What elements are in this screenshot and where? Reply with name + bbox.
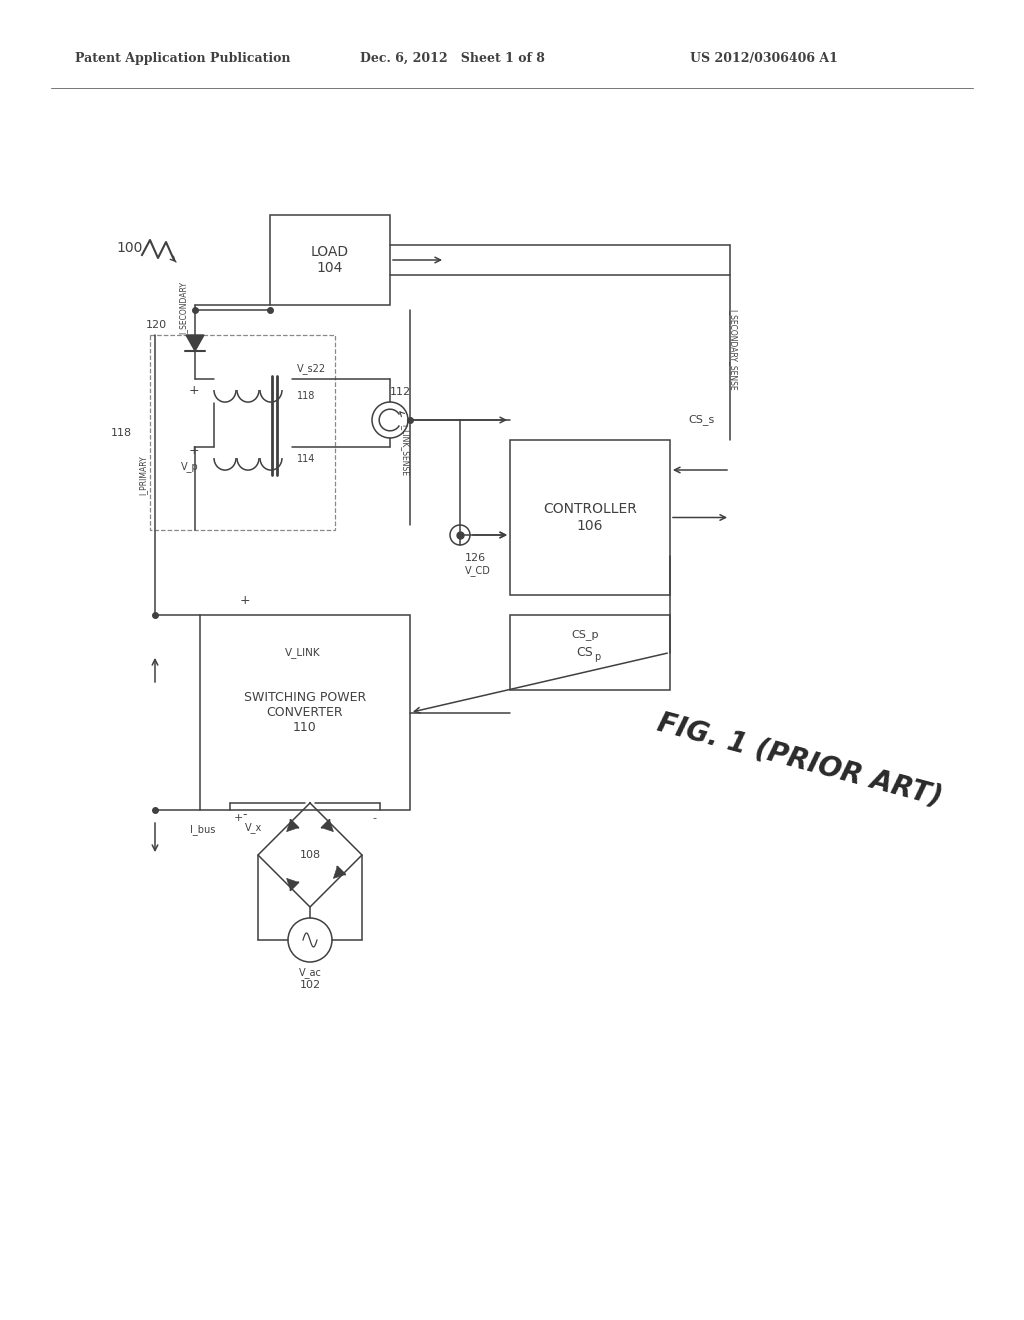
Text: 118: 118 — [297, 391, 315, 401]
Text: LOAD
104: LOAD 104 — [311, 246, 349, 275]
Text: V_s22: V_s22 — [297, 363, 326, 374]
Text: +: + — [188, 445, 199, 458]
Text: I_PRIMARY: I_PRIMARY — [138, 455, 147, 495]
Text: +: + — [240, 594, 250, 606]
Text: V_CD: V_CD — [465, 565, 490, 576]
Text: CS_p: CS_p — [571, 630, 599, 640]
Text: -: - — [243, 808, 247, 821]
Text: +: + — [188, 384, 199, 397]
Text: V_ac: V_ac — [299, 968, 322, 978]
Text: US 2012/0306406 A1: US 2012/0306406 A1 — [690, 51, 838, 65]
Text: V_LINK: V_LINK — [285, 647, 321, 657]
Bar — [510, 440, 670, 595]
Polygon shape — [186, 335, 204, 351]
Polygon shape — [322, 820, 334, 832]
Text: -: - — [372, 813, 376, 822]
Text: i_LINK_SENSE: i_LINK_SENSE — [400, 424, 410, 477]
Text: I_SECONDARY_SENSE: I_SECONDARY_SENSE — [728, 309, 737, 391]
Text: SWITCHING POWER
CONVERTER
110: SWITCHING POWER CONVERTER 110 — [244, 690, 367, 734]
Text: V_x: V_x — [245, 822, 262, 833]
Text: CS: CS — [577, 645, 593, 659]
Text: 100: 100 — [117, 242, 143, 255]
Polygon shape — [334, 867, 345, 878]
Text: 114: 114 — [297, 454, 315, 465]
Text: 108: 108 — [299, 850, 321, 861]
Text: V_p: V_p — [181, 462, 199, 473]
Text: I_SECONDARY: I_SECONDARY — [178, 281, 187, 334]
Text: FIG. 1 (PRIOR ART): FIG. 1 (PRIOR ART) — [654, 709, 945, 812]
Text: Dec. 6, 2012   Sheet 1 of 8: Dec. 6, 2012 Sheet 1 of 8 — [360, 51, 545, 65]
Text: CS_s: CS_s — [689, 414, 715, 425]
Bar — [510, 615, 670, 690]
Text: CONTROLLER
106: CONTROLLER 106 — [543, 503, 637, 532]
Text: 102: 102 — [299, 979, 321, 990]
Text: p: p — [594, 652, 600, 661]
Bar — [270, 215, 390, 305]
Text: 126: 126 — [465, 553, 486, 564]
Bar — [150, 335, 335, 531]
Polygon shape — [287, 820, 298, 832]
Bar — [200, 615, 410, 810]
Text: I_bus: I_bus — [189, 825, 215, 836]
Polygon shape — [287, 878, 298, 890]
Text: 112: 112 — [390, 387, 411, 397]
Text: 120: 120 — [145, 319, 167, 330]
Text: 118: 118 — [111, 428, 132, 437]
Text: +: + — [234, 813, 244, 822]
Text: Patent Application Publication: Patent Application Publication — [75, 51, 291, 65]
